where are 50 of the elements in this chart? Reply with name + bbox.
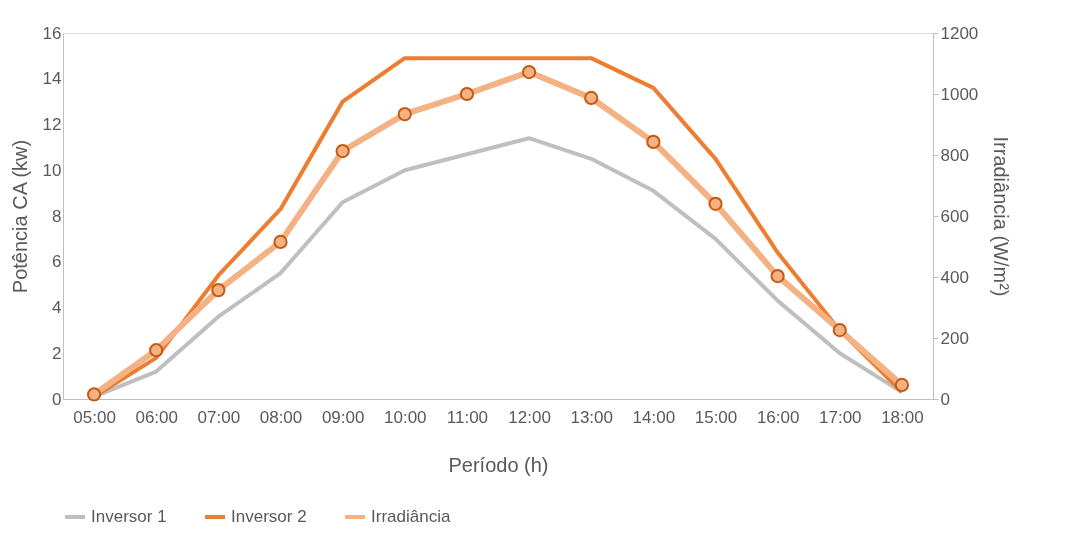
y-tick-label: 8: [52, 206, 62, 226]
x-tick-label: 07:00: [197, 407, 241, 427]
x-tick-label: 17:00: [819, 407, 862, 427]
y-tick-label: 14: [42, 69, 62, 89]
y-tick-label: 16: [42, 23, 62, 43]
x-tick-label: 10:00: [384, 407, 427, 427]
y-tick-label: 2: [52, 343, 62, 363]
point: [459, 86, 475, 102]
x-tick-label: 13:00: [570, 407, 613, 427]
x-tick-label: 12:00: [508, 407, 551, 427]
y-tick-label: 10: [42, 160, 62, 180]
point: [521, 64, 537, 80]
x-tick-label: 05:00: [73, 407, 116, 427]
legend-label: Inversor 1: [91, 507, 167, 526]
y2-tick-label: 800: [940, 145, 969, 165]
x-tick-label: 06:00: [135, 407, 178, 427]
point: [708, 196, 723, 211]
point: [584, 90, 599, 106]
y2-tick-label: 1200: [940, 23, 979, 43]
point: [770, 268, 785, 284]
point: [335, 143, 350, 159]
point: [397, 107, 412, 122]
x-axis-title: Período (h): [448, 453, 549, 476]
x-tick-label: 14:00: [632, 407, 676, 427]
x-tick-label: 15:00: [694, 407, 738, 427]
legend-label: Irradiância: [371, 507, 451, 526]
y2-tick-label: 400: [940, 267, 969, 287]
point: [832, 322, 847, 338]
x-tick-label: 18:00: [881, 407, 924, 427]
point: [86, 387, 102, 402]
legend-label: Inversor 2: [231, 507, 307, 526]
point: [211, 283, 226, 298]
y2-tick-label: 1000: [940, 84, 979, 104]
y-tick-label: 6: [52, 252, 62, 272]
y2-tick-label: 0: [940, 389, 950, 409]
point: [273, 234, 288, 250]
x-tick-label: 11:00: [446, 407, 489, 427]
y2-tick-label: 600: [940, 206, 969, 226]
y-tick-label: 0: [52, 389, 62, 409]
y-tick-label: 4: [52, 298, 62, 317]
x-tick-label: 16:00: [756, 407, 800, 427]
y2-axis-title: Irradiância (W/m²): [990, 136, 1013, 297]
x-tick-label: 09:00: [321, 407, 365, 427]
y-axis-title: Potência CA (kw): [8, 139, 31, 294]
point: [646, 134, 661, 149]
point: [894, 377, 910, 393]
y2-tick-label: 200: [940, 328, 969, 348]
point: [149, 343, 164, 358]
y-tick-label: 12: [42, 115, 62, 134]
x-tick-label: 08:00: [259, 407, 303, 427]
